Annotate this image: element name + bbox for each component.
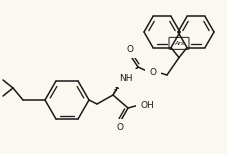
Text: O: O [126,45,133,53]
Text: O: O [116,124,123,132]
Text: OH: OH [140,101,154,109]
Text: O: O [150,67,156,77]
Text: Ars: Ars [174,41,184,46]
Text: NH: NH [119,73,133,83]
